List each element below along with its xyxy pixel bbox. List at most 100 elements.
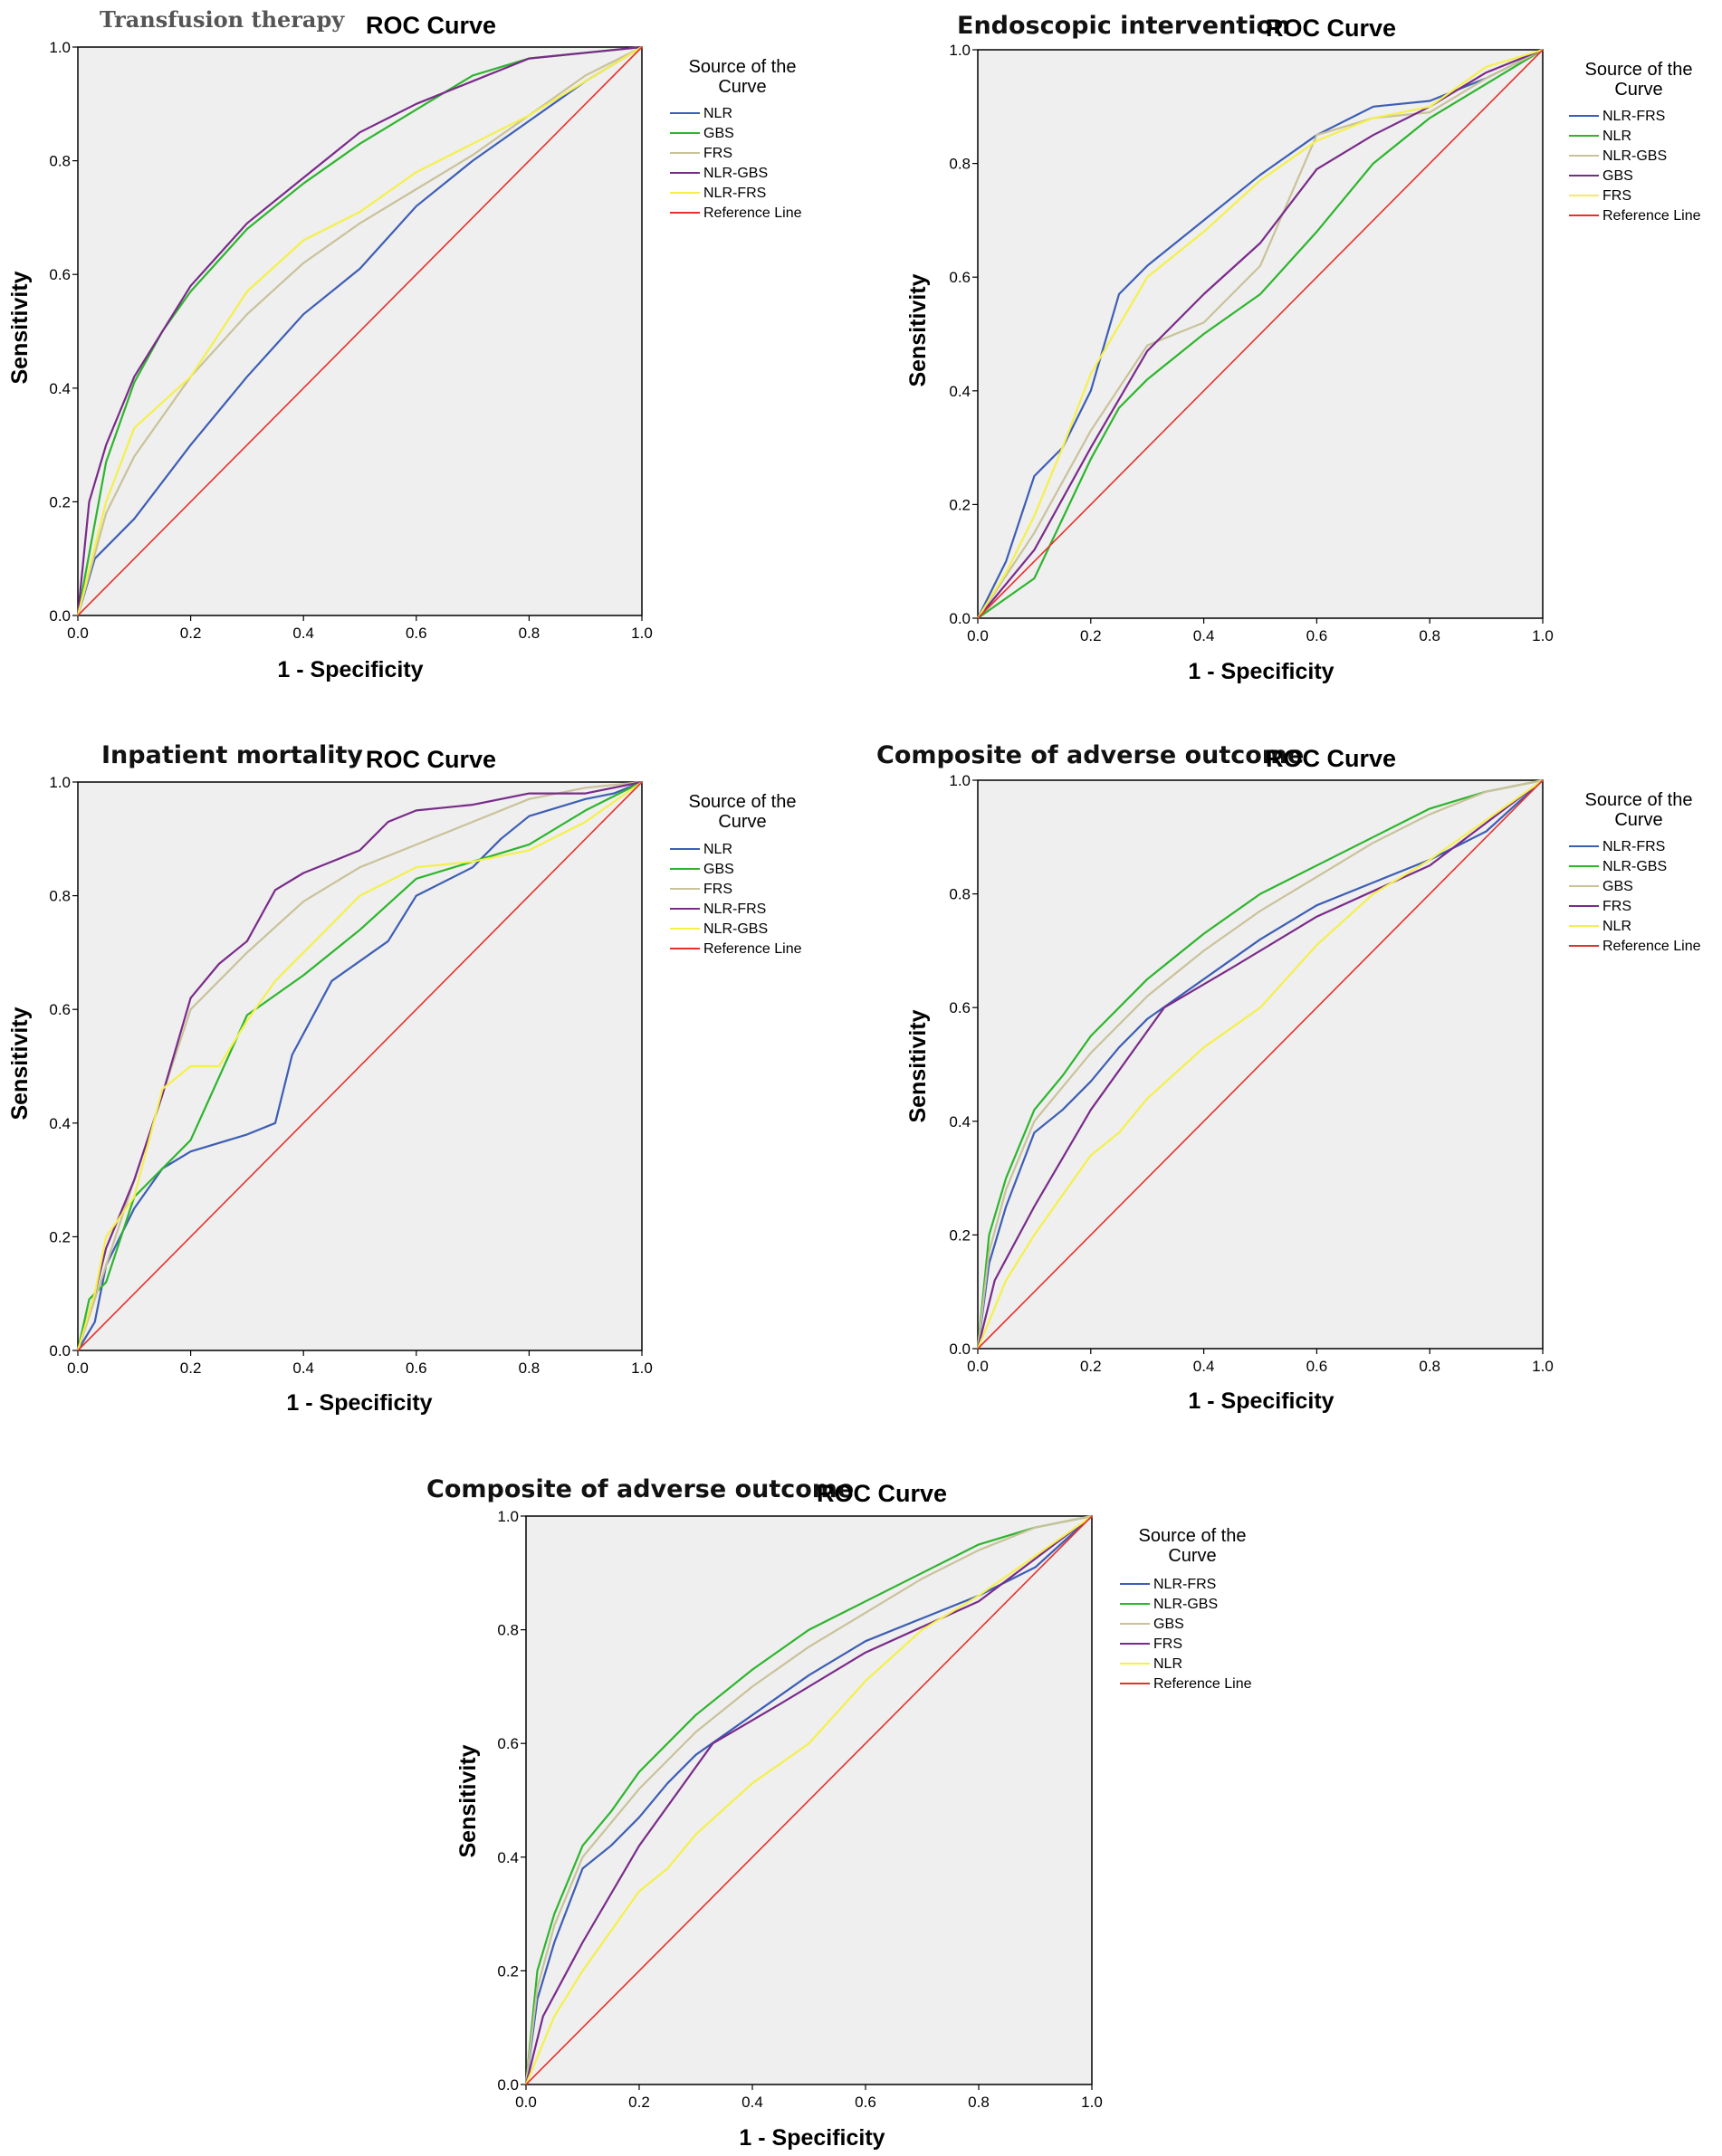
y-tick-label: 0.2 xyxy=(949,1226,971,1244)
y-tick-label: 0.4 xyxy=(949,383,971,400)
roc-line-nlr-frs xyxy=(977,49,1544,619)
x-tick-label: 0.2 xyxy=(180,625,202,642)
roc-line-nlr-frs xyxy=(76,780,643,1351)
panel-prefix-title: Inpatient mortality xyxy=(101,741,363,769)
x-tick-label: 0.2 xyxy=(1080,1358,1102,1375)
y-tick-label: 0.0 xyxy=(497,2076,519,2094)
x-tick-label: 0.4 xyxy=(292,625,314,642)
x-tick-label: 0.4 xyxy=(741,2094,763,2111)
legend-item-label: GBS xyxy=(1602,168,1633,184)
roc-panel-endoscopic: Endoscopic intervention ROC Curve 1 - Sp… xyxy=(905,12,1701,684)
x-tick-label: 0.4 xyxy=(292,1359,314,1377)
legend-title-line1: Source of the xyxy=(689,792,797,812)
x-tick-label: 0.4 xyxy=(1193,627,1215,644)
x-axis-title: 1 - Specificity xyxy=(1188,1388,1334,1414)
legend-item-label: GBS xyxy=(703,862,734,877)
x-tick-label: 0.6 xyxy=(406,625,427,642)
x-tick-label: 0.2 xyxy=(180,1359,202,1377)
roc-line-frs xyxy=(977,48,1544,619)
roc-line-nlr-gbs xyxy=(524,1514,1093,2085)
x-tick-label: 1.0 xyxy=(631,625,653,642)
x-tick-label: 1.0 xyxy=(1081,2094,1103,2111)
y-tick-label: 0.0 xyxy=(49,1342,71,1359)
legend-item-label: NLR-FRS xyxy=(1153,1577,1216,1592)
legend-item-label: NLR-GBS xyxy=(1153,1597,1218,1612)
y-tick-label: 0.4 xyxy=(497,1849,519,1866)
y-tick-label: 0.4 xyxy=(949,1113,971,1130)
x-tick-label: 0.0 xyxy=(515,2094,537,2111)
legend-title-line1: Source of the xyxy=(689,57,797,77)
x-tick-label: 0.6 xyxy=(1306,1358,1328,1375)
legend-item-label: GBS xyxy=(1153,1617,1184,1632)
roc-line-reference-line xyxy=(977,49,1544,619)
x-tick-label: 0.8 xyxy=(519,625,541,642)
roc-line-gbs xyxy=(977,48,1544,619)
legend-item-label: FRS xyxy=(703,882,732,897)
y-tick-label: 0.6 xyxy=(49,266,71,283)
roc-line-nlr-gbs xyxy=(976,778,1544,1350)
y-tick-label: 1.0 xyxy=(49,774,71,791)
y-tick-label: 0.2 xyxy=(949,496,971,513)
y-tick-label: 0.0 xyxy=(949,1340,971,1358)
legend-item-label: GBS xyxy=(1602,879,1633,894)
x-tick-label: 1.0 xyxy=(1532,627,1554,644)
legend-item-label: Reference Line xyxy=(1602,208,1701,224)
x-tick-label: 1.0 xyxy=(631,1359,653,1377)
y-tick-label: 0.6 xyxy=(949,269,971,286)
legend-item-label: NLR-FRS xyxy=(703,902,766,917)
roc-line-gbs xyxy=(524,1514,1093,2085)
legend-item-label: Reference Line xyxy=(703,941,802,957)
legend-item-label: NLR xyxy=(703,106,732,121)
x-tick-label: 0.6 xyxy=(1306,627,1328,644)
x-tick-label: 0.4 xyxy=(1193,1358,1215,1375)
roc-line-gbs xyxy=(76,45,643,616)
legend-title-line2: Curve xyxy=(1614,810,1662,830)
roc-line-nlr-gbs xyxy=(977,49,1544,619)
legend-item-label: Reference Line xyxy=(703,205,802,221)
legend-item-label: GBS xyxy=(703,126,734,141)
roc-panel-composite-2: Composite of adverse outcome ROC Curve 1… xyxy=(426,1475,1252,2151)
y-tick-label: 0.0 xyxy=(949,610,971,627)
y-tick-label: 0.0 xyxy=(49,607,71,625)
panel-prefix-title: Composite of adverse outcome xyxy=(876,741,1304,769)
roc-panel-composite-1: Composite of adverse outcome ROC Curve 1… xyxy=(876,741,1701,1414)
x-axis-title: 1 - Specificity xyxy=(277,657,423,682)
roc-line-nlr-gbs xyxy=(76,45,643,616)
x-tick-label: 0.2 xyxy=(1080,627,1102,644)
y-tick-label: 0.8 xyxy=(497,1622,519,1639)
roc-line-reference-line xyxy=(77,781,643,1351)
roc-line-gbs xyxy=(976,778,1544,1350)
x-tick-label: 0.6 xyxy=(855,2094,876,2111)
legend-title-line1: Source of the xyxy=(1585,60,1693,80)
x-tick-label: 0.8 xyxy=(1419,627,1440,644)
y-tick-label: 0.2 xyxy=(497,1962,519,1980)
y-axis-title: Sensitivity xyxy=(455,1744,481,1857)
y-tick-label: 0.4 xyxy=(49,1115,71,1132)
x-tick-label: 0.8 xyxy=(968,2094,990,2111)
legend-item-label: FRS xyxy=(1602,899,1631,914)
y-tick-label: 1.0 xyxy=(497,1508,519,1525)
legend-title-line1: Source of the xyxy=(1139,1526,1247,1546)
legend-item-label: NLR xyxy=(1602,919,1631,934)
x-tick-label: 0.6 xyxy=(406,1359,427,1377)
legend-title-line2: Curve xyxy=(1614,80,1662,100)
y-axis-title: Sensitivity xyxy=(905,1009,931,1122)
panel-title: ROC Curve xyxy=(1266,14,1396,42)
x-tick-label: 0.0 xyxy=(67,1359,89,1377)
roc-line-reference-line xyxy=(525,1515,1093,2085)
y-axis-title: Sensitivity xyxy=(7,271,33,384)
roc-line-nlr xyxy=(524,1515,1093,2085)
roc-line-nlr-frs xyxy=(976,779,1544,1350)
panel-title: ROC Curve xyxy=(366,746,496,773)
roc-line-nlr-gbs xyxy=(76,781,643,1351)
x-tick-label: 0.8 xyxy=(1419,1358,1440,1375)
y-tick-label: 0.8 xyxy=(949,156,971,173)
roc-panel-transfusion: Transfusion therapy ROC Curve 1 - Specif… xyxy=(7,6,802,682)
x-axis-title: 1 - Specificity xyxy=(1188,659,1334,684)
legend-title-line2: Curve xyxy=(1168,1546,1216,1566)
y-tick-label: 0.6 xyxy=(497,1735,519,1752)
y-tick-label: 0.4 xyxy=(49,380,71,397)
roc-line-reference-line xyxy=(977,779,1544,1350)
roc-panel-mortality: Inpatient mortality ROC Curve 1 - Specif… xyxy=(7,741,802,1416)
roc-line-nlr xyxy=(76,46,643,616)
